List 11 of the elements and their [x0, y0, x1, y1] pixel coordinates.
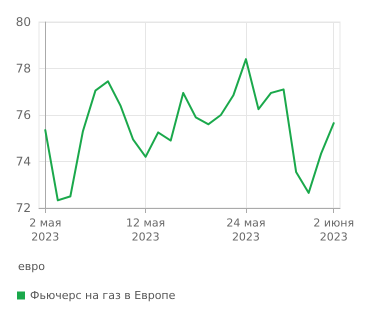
y-tick-label: 78	[16, 62, 31, 76]
x-tick-label: 2 июня 2023	[313, 216, 354, 244]
y-axis-title: евро	[18, 260, 46, 273]
y-tick-label: 72	[16, 201, 31, 215]
y-tick-label: 80	[16, 15, 31, 29]
x-tick-label: 12 мая 2023	[126, 216, 166, 244]
y-tick-label: 76	[16, 108, 31, 122]
x-tick-label: 2 мая 2023	[29, 216, 62, 244]
legend-label: Фьючерс на газ в Европе	[30, 289, 176, 302]
y-tick-label: 74	[16, 154, 31, 168]
x-tick-label: 24 мая 2023	[226, 216, 266, 244]
